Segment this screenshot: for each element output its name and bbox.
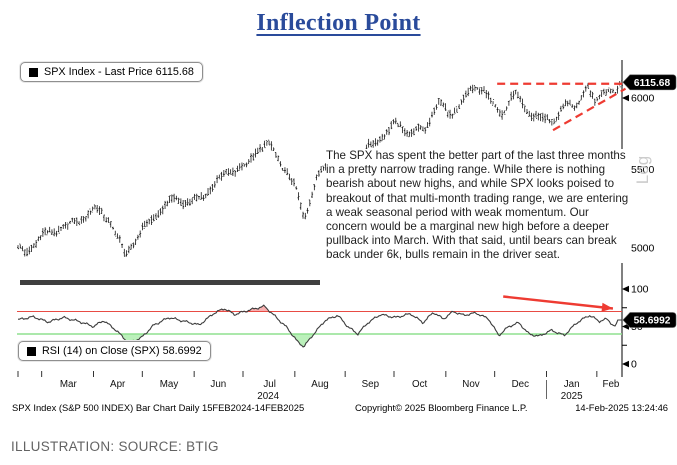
month-label: Apr: [110, 379, 126, 390]
chart-footer: SPX Index (S&P 500 INDEX) Bar Chart Dail…: [0, 402, 677, 416]
month-label: Dec: [512, 379, 530, 390]
rsi-axis-tick: [622, 285, 629, 293]
rsi-oversold-fill: [291, 334, 313, 347]
month-label: Jun: [210, 379, 226, 390]
footer-copyright: Copyright© 2025 Bloomberg Finance L.P.: [355, 402, 528, 413]
month-label: Nov: [462, 379, 480, 390]
footer-timestamp: 14-Feb-2025 13:24:46: [575, 402, 668, 413]
footer-chart-description: SPX Index (S&P 500 INDEX) Bar Chart Dail…: [12, 402, 305, 413]
rsi-overbought-fill: [248, 305, 268, 312]
month-label: Jul: [263, 379, 276, 390]
series-swatch-icon: [29, 67, 38, 77]
price-axis-tick-label: 5500: [631, 164, 655, 176]
rsi-momentum-arrow: [503, 295, 614, 310]
price-axis-tick: [622, 94, 629, 102]
panel-divider-bar: [20, 280, 320, 285]
log-scale-label: Log: [633, 156, 652, 184]
analyst-annotation: The SPX has spent the better part of the…: [326, 149, 629, 263]
month-label: Sep: [362, 379, 380, 390]
price-axis-tick-label: 6000: [631, 93, 655, 105]
price-axis-tick-label: 5000: [631, 243, 655, 255]
svg-text:58.6992: 58.6992: [634, 316, 671, 327]
source-caption: ILLUSTRATION: SOURCE: BTIG: [11, 439, 219, 454]
month-label: Jan: [564, 379, 580, 390]
last-price-badge: 6115.68: [622, 74, 677, 91]
trendline-support-dashed: [552, 87, 627, 132]
month-label: Feb: [602, 379, 619, 390]
price-legend-label: SPX Index - Last Price 6115.68: [44, 66, 194, 78]
year-label: 2024: [257, 391, 279, 402]
month-label: Mar: [60, 379, 78, 390]
price-legend: SPX Index - Last Price 6115.68: [20, 62, 203, 82]
rsi-line: [18, 304, 622, 348]
month-label: May: [160, 379, 179, 390]
svg-text:6115.68: 6115.68: [634, 78, 671, 89]
series-swatch-icon: [27, 346, 36, 356]
month-label: Aug: [311, 379, 328, 390]
month-label: Oct: [412, 379, 428, 390]
figure-title: Inflection Point: [256, 10, 421, 36]
rsi-arrow-head: [601, 302, 613, 312]
rsi-axis-tick-label: 100: [631, 284, 649, 296]
rsi-value-badge: 58.6992: [622, 312, 677, 328]
year-label: 2025: [561, 391, 583, 402]
rsi-legend: RSI (14) on Close (SPX) 58.6992: [18, 341, 211, 361]
rsi-legend-label: RSI (14) on Close (SPX) 58.6992: [42, 345, 202, 357]
rsi-axis-tick: [622, 360, 629, 368]
rsi-axis-tick-label: 0: [631, 359, 637, 371]
